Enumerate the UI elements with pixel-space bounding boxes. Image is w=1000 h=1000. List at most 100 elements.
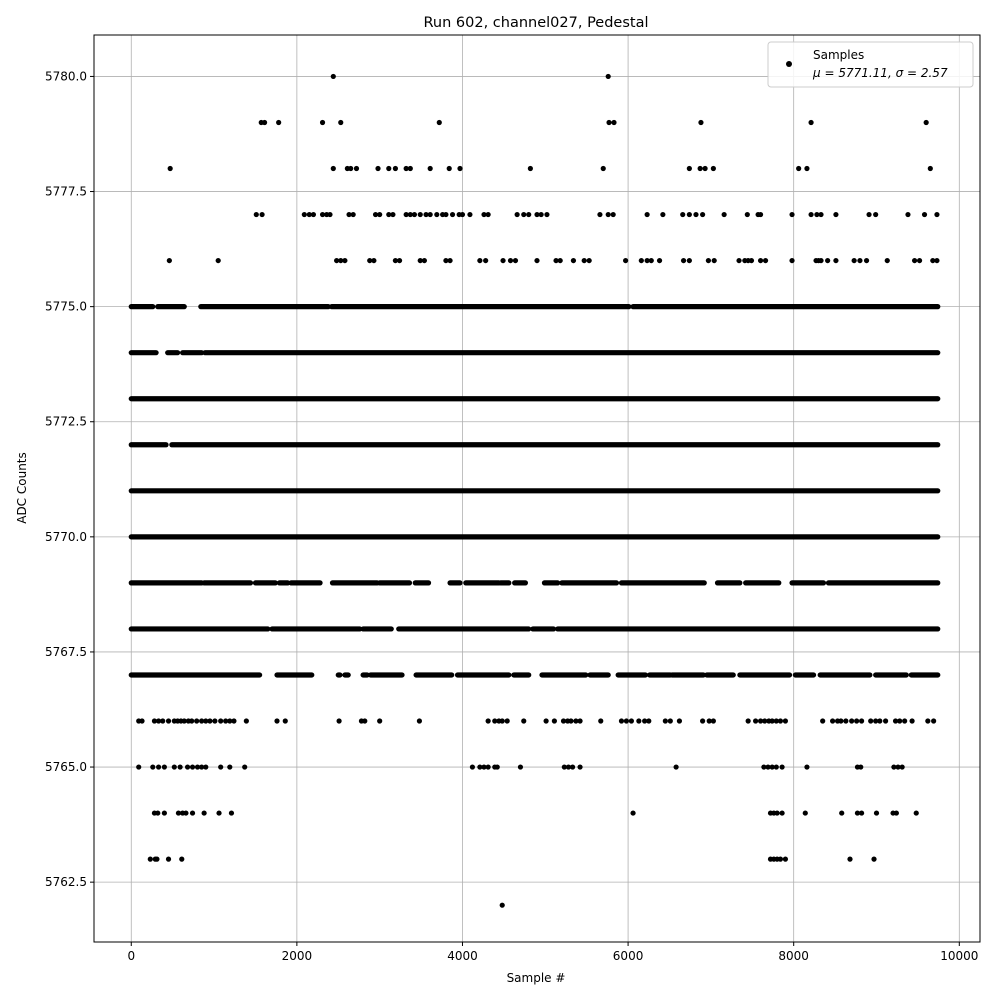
- data-point: [773, 764, 779, 770]
- data-point: [802, 810, 808, 816]
- data-point: [808, 211, 814, 218]
- data-point: [367, 257, 373, 264]
- data-point: [427, 165, 433, 172]
- data-point: [789, 211, 795, 218]
- data-point: [212, 718, 218, 724]
- data-point: [253, 211, 259, 218]
- data-point: [777, 856, 784, 862]
- plot-frame: [93, 34, 981, 943]
- x-axis: 0 2000 4000 6000 8000 10000: [127, 942, 978, 963]
- data-point: [866, 211, 872, 218]
- data-point: [736, 257, 742, 264]
- data-point: [557, 257, 563, 264]
- data-point: [873, 718, 879, 724]
- data-point: [673, 764, 679, 770]
- data-point: [155, 764, 162, 770]
- legend-stats: μ = 5771.11, σ = 2.57: [812, 66, 948, 80]
- data-point: [392, 165, 399, 172]
- data-point: [753, 718, 759, 724]
- data-point: [565, 764, 572, 770]
- data-point: [411, 211, 418, 218]
- data-point: [646, 718, 652, 724]
- data-point: [551, 718, 557, 724]
- data-point: [610, 211, 616, 218]
- data-point: [350, 211, 356, 218]
- data-point: [902, 718, 908, 724]
- data-point: [483, 257, 489, 264]
- data-point: [818, 257, 824, 264]
- data-point: [779, 810, 785, 816]
- data-point: [443, 257, 449, 264]
- data-point: [782, 856, 789, 862]
- data-point: [611, 119, 617, 126]
- data-point: [534, 257, 540, 264]
- legend-marker: [786, 61, 792, 67]
- data-point: [403, 165, 409, 172]
- data-point: [179, 856, 185, 862]
- data-point: [372, 211, 379, 218]
- data-point: [820, 718, 826, 724]
- data-point: [517, 764, 524, 770]
- data-point: [421, 257, 427, 264]
- data-point: [223, 718, 229, 724]
- data-point: [417, 211, 423, 218]
- data-point: [628, 718, 634, 724]
- data-point: [570, 764, 576, 770]
- data-point: [676, 718, 683, 724]
- data-point: [228, 810, 235, 816]
- data-point: [346, 211, 352, 218]
- data-point: [721, 211, 727, 218]
- data-point: [485, 211, 491, 218]
- data-point: [597, 211, 603, 218]
- data-point: [884, 257, 890, 264]
- data-point: [623, 257, 629, 264]
- data-point: [705, 257, 712, 264]
- y-tick-label: 5780.0: [45, 69, 87, 83]
- data-point: [745, 718, 751, 724]
- data-point: [777, 718, 784, 724]
- data-point: [189, 810, 196, 816]
- y-tick-label: 5770.0: [45, 530, 87, 544]
- data-point: [606, 119, 612, 126]
- data-point: [873, 211, 879, 218]
- data-point: [514, 211, 520, 218]
- data-point: [423, 211, 429, 218]
- data-point: [165, 718, 172, 724]
- data-point: [301, 211, 307, 218]
- x-tick-label: 2000: [282, 949, 313, 963]
- data-point: [449, 211, 456, 218]
- data-point: [934, 211, 940, 218]
- data-point: [814, 211, 820, 218]
- data-point: [577, 718, 583, 724]
- y-axis: 5762.5 5765.0 5767.5 5770.0 5772.5 5775.0 5777…: [45, 69, 94, 889]
- data-point: [336, 718, 342, 724]
- data-point: [600, 165, 606, 172]
- x-tick-label: 4000: [447, 949, 478, 963]
- data-point: [207, 718, 213, 724]
- data-point: [161, 810, 167, 816]
- data-point: [306, 211, 312, 218]
- data-point: [194, 718, 200, 724]
- data-point: [897, 718, 903, 724]
- data-point: [427, 211, 433, 218]
- data-point: [407, 211, 413, 218]
- data-point: [386, 165, 392, 172]
- data-point: [662, 718, 668, 724]
- data-point: [150, 764, 156, 770]
- data-point: [177, 764, 183, 770]
- data-point: [711, 257, 717, 264]
- data-point: [175, 810, 182, 816]
- data-point: [282, 718, 288, 724]
- data-point: [403, 211, 409, 218]
- data-point: [697, 165, 703, 172]
- data-point: [330, 73, 336, 80]
- data-point: [921, 211, 928, 218]
- data-point: [638, 257, 644, 264]
- data-point: [527, 165, 533, 172]
- data-point: [560, 718, 567, 724]
- data-point: [171, 764, 177, 770]
- y-tick-label: 5767.5: [45, 645, 87, 659]
- data-point: [636, 718, 642, 724]
